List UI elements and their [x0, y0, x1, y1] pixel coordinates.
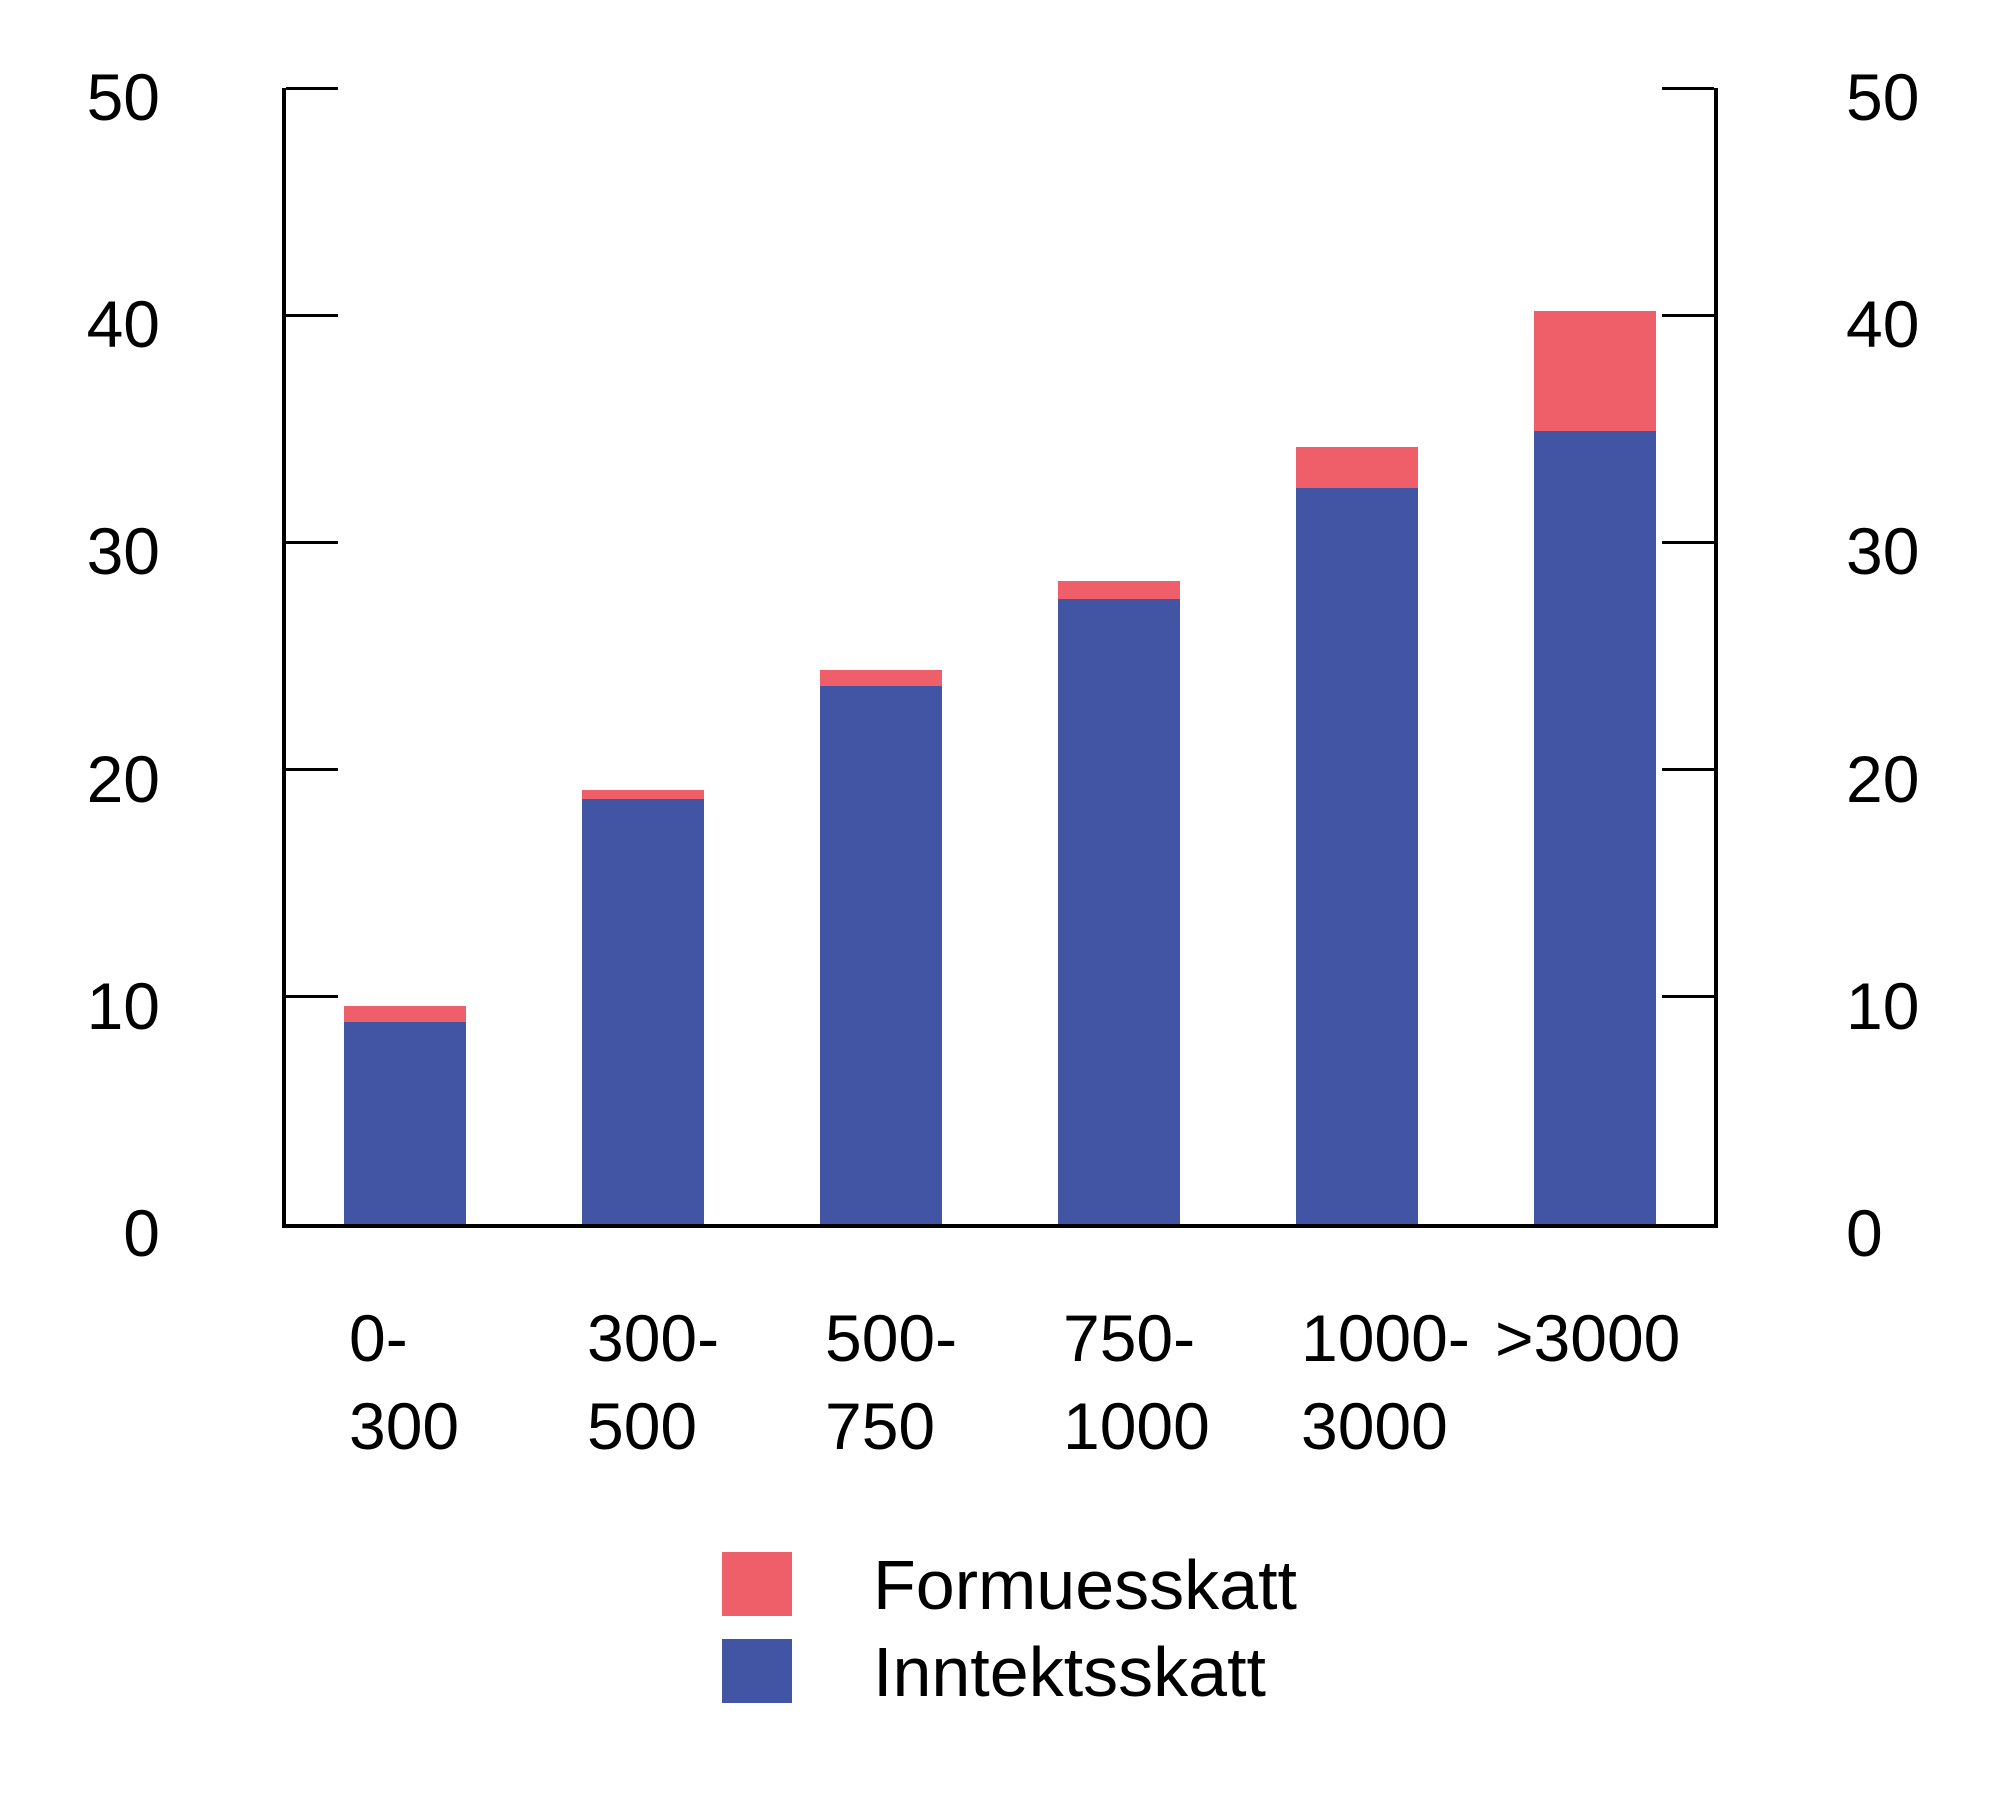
y-tick-label-left-0: 0	[123, 1196, 160, 1270]
y-tick-left-30	[286, 540, 338, 544]
bar-segment-inntektsskatt-300-500	[582, 799, 704, 1224]
bar-segment-formuesskatt-1000-3000	[1296, 446, 1418, 488]
legend-label-formuesskatt: Formuesskatt	[873, 1546, 1297, 1624]
legend-item-inntektsskatt: Inntektsskatt	[722, 1637, 1622, 1707]
x-tick-label->3000: >3000	[1495, 1301, 1681, 1375]
bar-segment-formuesskatt-750-1000	[1058, 581, 1180, 600]
x-tick-label-500-750: 500- 750	[825, 1301, 958, 1463]
y-tick-label-left-40: 40	[86, 287, 160, 362]
y-tick-label-right-50: 50	[1846, 60, 1920, 134]
y-tick-label-left-10: 10	[86, 968, 160, 1043]
y-tick-right-50	[1662, 86, 1714, 90]
legend-item-formuesskatt: Formuesskatt	[722, 1550, 1622, 1620]
y-tick-left-20	[286, 768, 338, 772]
x-axis-baseline	[282, 1224, 1718, 1228]
bar-segment-formuesskatt->3000	[1534, 310, 1656, 432]
x-tick-label-1000-3000: 1000- 3000	[1301, 1301, 1470, 1463]
y-tick-right-10	[1662, 995, 1714, 999]
legend-swatch-inntektsskatt	[722, 1639, 792, 1703]
y-tick-label-right-40: 40	[1846, 287, 1920, 362]
y-tick-left-10	[286, 995, 338, 999]
y-tick-left-40	[286, 313, 338, 317]
bar-segment-inntektsskatt-0-300	[344, 1021, 466, 1224]
bar-segment-inntektsskatt-500-750	[820, 685, 942, 1224]
legend-label-inntektsskatt: Inntektsskatt	[873, 1633, 1266, 1711]
bar-segment-inntektsskatt-1000-3000	[1296, 487, 1418, 1224]
y-tick-left-50	[286, 86, 338, 90]
bar-segment-formuesskatt-500-750	[820, 669, 942, 686]
x-tick-label-300-500: 300- 500	[587, 1301, 720, 1463]
x-tick-label-750-1000: 750- 1000	[1063, 1301, 1210, 1463]
bar-segment-inntektsskatt->3000	[1534, 431, 1656, 1224]
y-tick-label-left-50: 50	[86, 60, 160, 134]
bar-segment-inntektsskatt-750-1000	[1058, 599, 1180, 1224]
y-tick-label-right-30: 30	[1846, 514, 1920, 589]
y-tick-right-20	[1662, 768, 1714, 772]
y-tick-label-right-10: 10	[1846, 968, 1920, 1043]
y-tick-right-30	[1662, 540, 1714, 544]
y-tick-label-right-20: 20	[1846, 741, 1920, 816]
legend-swatch-formuesskatt	[722, 1552, 792, 1616]
y-tick-label-left-30: 30	[86, 514, 160, 589]
bar-segment-formuesskatt-300-500	[582, 790, 704, 800]
y-axis-right	[1714, 88, 1718, 1228]
bar-segment-formuesskatt-0-300	[344, 1005, 466, 1022]
y-tick-label-right-0: 0	[1846, 1196, 1883, 1270]
x-tick-label-0-300: 0- 300	[349, 1301, 460, 1463]
y-axis-left	[282, 88, 286, 1228]
y-tick-label-left-20: 20	[86, 741, 160, 816]
y-tick-right-40	[1662, 313, 1714, 317]
